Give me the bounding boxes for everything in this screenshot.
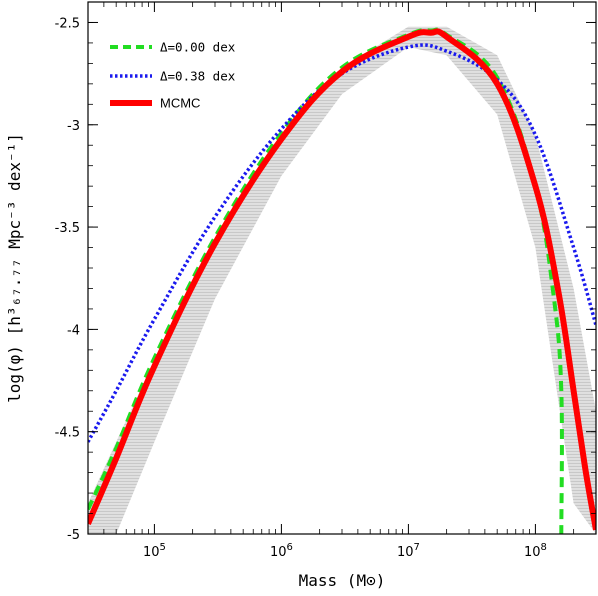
y-tick-label-2: -3.5 [55, 221, 80, 236]
legend: Δ=0.00 dex Δ=0.38 dex MCMC [110, 40, 236, 111]
y-tick-label-1: -3 [67, 119, 80, 134]
x-tick-label-exponent: 6 [286, 542, 292, 553]
legend-label-0: Δ=0.00 dex [160, 40, 236, 55]
x-tick-label-base: 10 [524, 545, 541, 560]
x-tick-label-exponent: 7 [413, 542, 419, 553]
x-tick-label-base: 10 [143, 545, 160, 560]
series-layer [88, 27, 596, 534]
y-tick-label-0: -2.5 [55, 16, 80, 31]
y-axis-title: log(φ) [h³₆₇.₇₇ Mpc⁻³ dex⁻¹] [5, 133, 24, 403]
y-tick-label-5: -5 [67, 528, 80, 543]
legend-label-2: MCMC [160, 96, 200, 111]
series-line-2 [88, 28, 596, 531]
x-tick-label-base: 10 [270, 545, 287, 560]
y-tick-label-4: -4.5 [55, 426, 80, 441]
x-tick-label-2: 107 [397, 542, 420, 560]
x-tick-label-3: 108 [524, 542, 547, 560]
x-tick-label-base: 10 [397, 545, 414, 560]
x-tick-label-1: 106 [270, 542, 293, 560]
x-axis-title: Mass (M⊙) [299, 571, 386, 590]
x-tick-label-exponent: 5 [159, 542, 165, 553]
legend-label-1: Δ=0.38 dex [160, 69, 236, 84]
x-tick-label-0: 105 [143, 542, 166, 560]
y-tick-label-3: -4 [67, 323, 80, 338]
x-tick-label-exponent: 8 [540, 542, 546, 553]
